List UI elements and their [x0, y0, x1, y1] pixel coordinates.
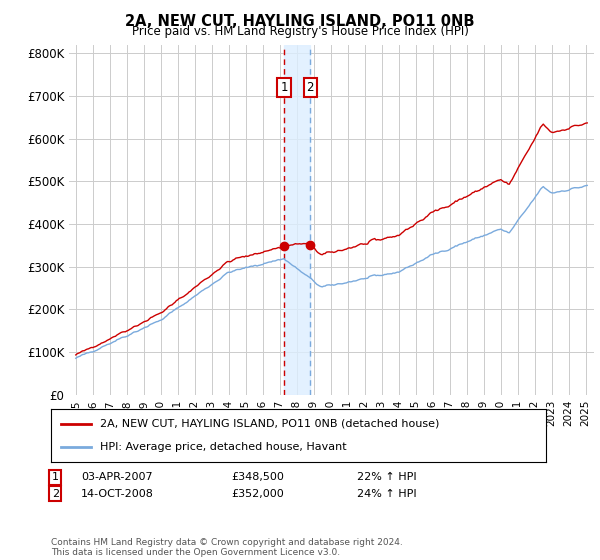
Text: 14-OCT-2008: 14-OCT-2008 [81, 489, 154, 499]
Text: Price paid vs. HM Land Registry's House Price Index (HPI): Price paid vs. HM Land Registry's House … [131, 25, 469, 38]
Text: 2: 2 [307, 81, 314, 94]
Text: HPI: Average price, detached house, Havant: HPI: Average price, detached house, Hava… [101, 442, 347, 452]
Text: 22% ↑ HPI: 22% ↑ HPI [357, 472, 416, 482]
Text: £348,500: £348,500 [231, 472, 284, 482]
Text: 24% ↑ HPI: 24% ↑ HPI [357, 489, 416, 499]
Text: 2A, NEW CUT, HAYLING ISLAND, PO11 0NB (detached house): 2A, NEW CUT, HAYLING ISLAND, PO11 0NB (d… [101, 419, 440, 429]
Text: 2: 2 [52, 489, 59, 499]
Text: £352,000: £352,000 [231, 489, 284, 499]
Text: 1: 1 [52, 472, 59, 482]
Text: 03-APR-2007: 03-APR-2007 [81, 472, 152, 482]
Bar [284, 45, 310, 395]
Text: Contains HM Land Registry data © Crown copyright and database right 2024.
This d: Contains HM Land Registry data © Crown c… [51, 538, 403, 557]
Text: 1: 1 [280, 81, 287, 94]
Text: 2A, NEW CUT, HAYLING ISLAND, PO11 0NB: 2A, NEW CUT, HAYLING ISLAND, PO11 0NB [125, 14, 475, 29]
